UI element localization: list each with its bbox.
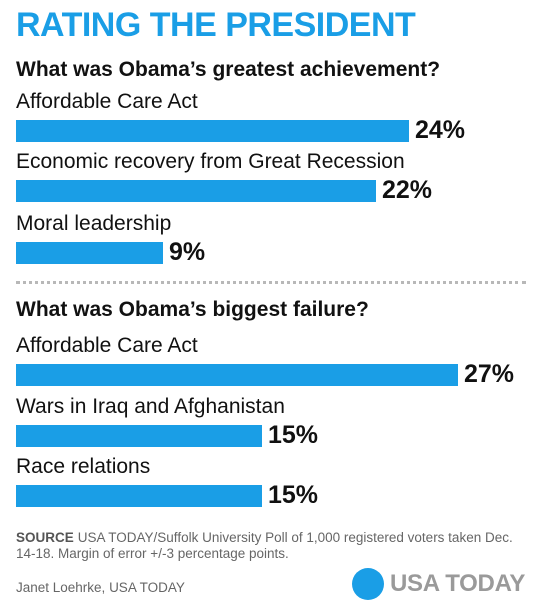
bar bbox=[16, 425, 262, 447]
bar bbox=[16, 485, 262, 507]
usa-today-logo: USA TODAY bbox=[352, 568, 525, 600]
source-keyword: SOURCE bbox=[16, 530, 74, 545]
bar-label: Race relations bbox=[16, 455, 151, 478]
bar-value-label: 27% bbox=[464, 360, 515, 388]
logo-text: USA TODAY bbox=[390, 570, 526, 597]
credit-line: Janet Loehrke, USA TODAY bbox=[16, 580, 185, 595]
bar-value-label: 9% bbox=[169, 238, 206, 266]
section-divider bbox=[16, 281, 526, 284]
source-text: USA TODAY/Suffolk University Poll of 1,0… bbox=[16, 530, 513, 561]
bar-value-label: 15% bbox=[268, 421, 319, 449]
bar-label: Affordable Care Act bbox=[16, 334, 198, 357]
bar-label: Wars in Iraq and Afghanistan bbox=[16, 395, 285, 418]
bar bbox=[16, 120, 409, 142]
bar-label: Moral leadership bbox=[16, 212, 172, 235]
source-note: SOURCE USA TODAY/Suffolk University Poll … bbox=[16, 530, 516, 562]
bar-label: Affordable Care Act bbox=[16, 90, 198, 113]
bar-value-label: 22% bbox=[382, 176, 433, 204]
bar-value-label: 24% bbox=[415, 116, 466, 144]
bar bbox=[16, 242, 163, 264]
bar-label: Economic recovery from Great Recession bbox=[16, 150, 405, 173]
chart-title: RATING THE PRESIDENT bbox=[16, 6, 416, 44]
blue-circle-icon bbox=[352, 568, 384, 600]
question-failure: What was Obama’s biggest failure? bbox=[16, 298, 369, 321]
bar-value-label: 15% bbox=[268, 481, 319, 509]
question-achievement: What was Obama’s greatest achievement? bbox=[16, 58, 441, 81]
bar bbox=[16, 364, 458, 386]
bar bbox=[16, 180, 376, 202]
